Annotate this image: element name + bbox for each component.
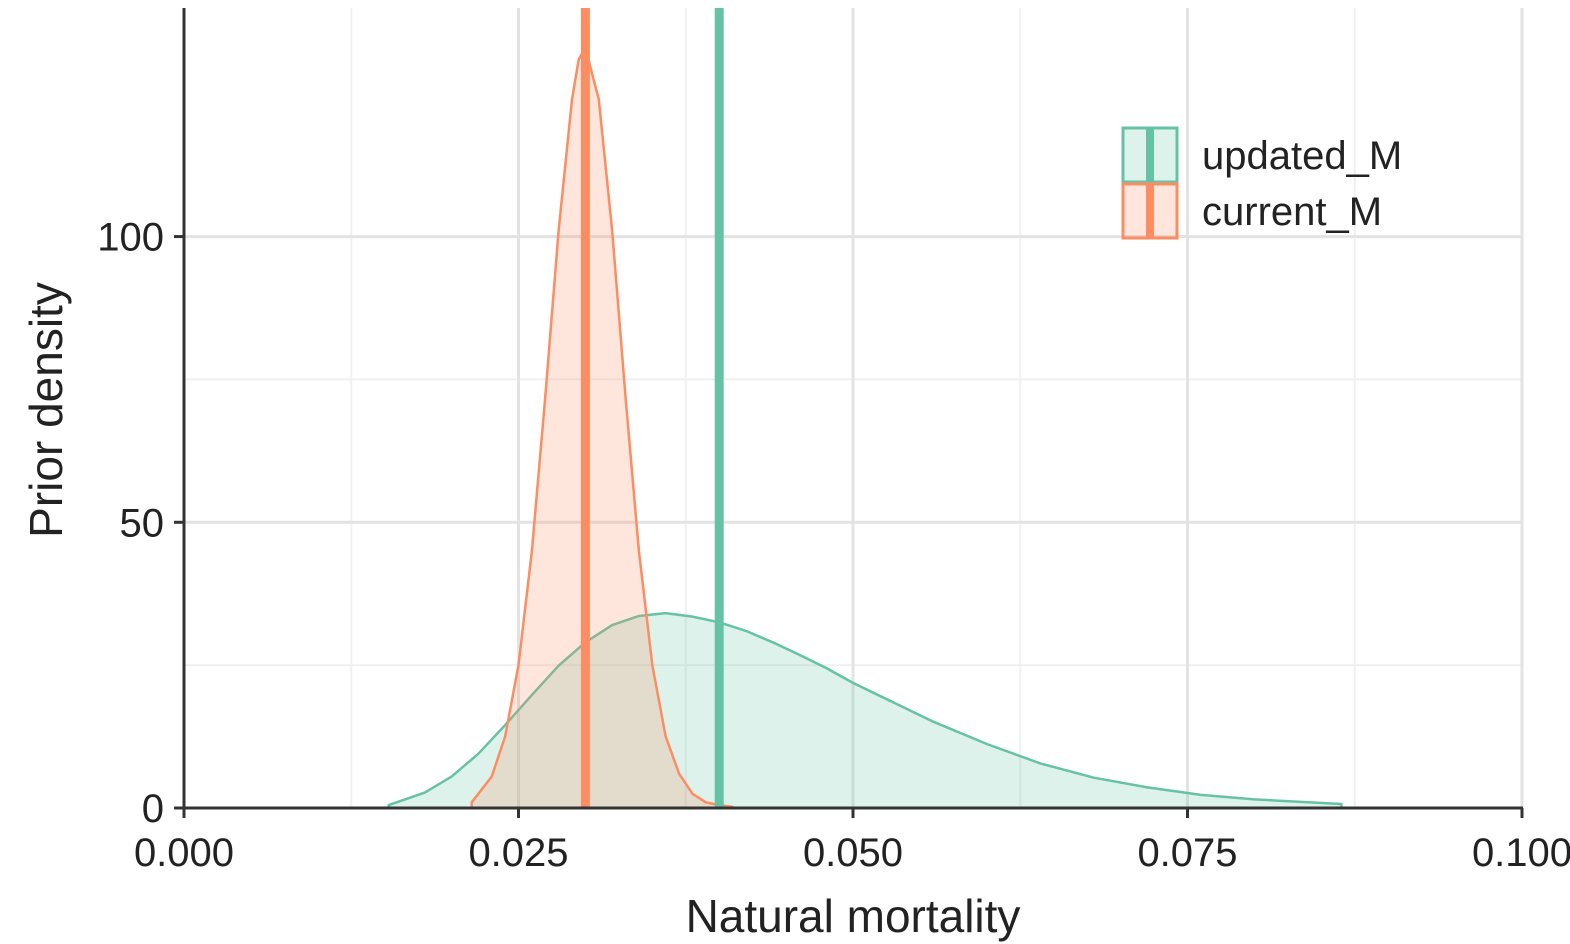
legend-item-updated_M: updated_M [1121, 126, 1402, 184]
x-tick-label: 0.000 [134, 831, 234, 875]
density-area-current_M [470, 46, 734, 810]
x-tick-label: 0.050 [803, 831, 903, 875]
x-axis-ticks: 0.000 0.025 0.050 0.075 0.100 [134, 808, 1570, 875]
density-area-updated_M [387, 611, 1343, 810]
density-areas [387, 46, 1343, 810]
y-axis-ticks: 0 50 100 [97, 216, 184, 831]
y-axis-title: Prior density [20, 282, 72, 538]
y-tick-label: 0 [142, 787, 164, 831]
x-tick-label: 0.100 [1472, 831, 1570, 875]
x-tick-label: 0.025 [468, 831, 568, 875]
y-tick-label: 50 [120, 501, 165, 545]
y-tick-label: 100 [97, 216, 164, 260]
legend-item-current_M: current_M [1121, 182, 1382, 240]
x-axis-title: Natural mortality [686, 890, 1021, 942]
reference-lines [580, 8, 724, 808]
legend-label-updated_M: updated_M [1202, 134, 1402, 178]
x-tick-label: 0.075 [1137, 831, 1237, 875]
legend-label-current_M: current_M [1202, 190, 1382, 234]
legend: updated_M current_M [1121, 126, 1402, 240]
